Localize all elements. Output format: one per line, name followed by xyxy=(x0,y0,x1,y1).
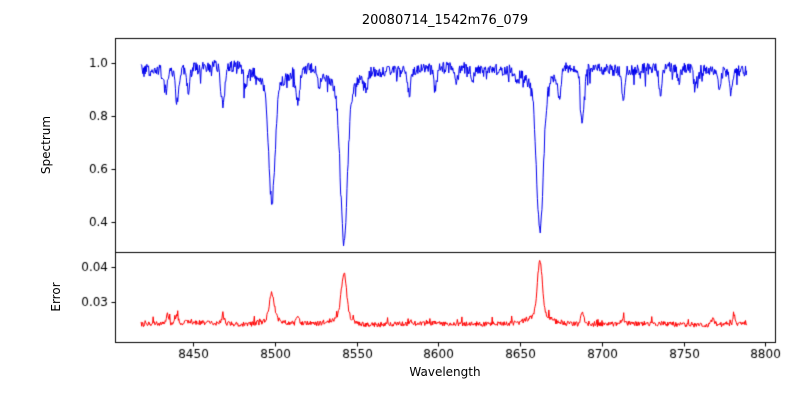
x-axis-label: Wavelength xyxy=(409,365,481,379)
chart-title: 20080714_1542m76_079 xyxy=(361,13,529,28)
y-axis-label-spectrum: Spectrum xyxy=(39,115,53,175)
y-axis-label-error: Error xyxy=(49,282,63,312)
